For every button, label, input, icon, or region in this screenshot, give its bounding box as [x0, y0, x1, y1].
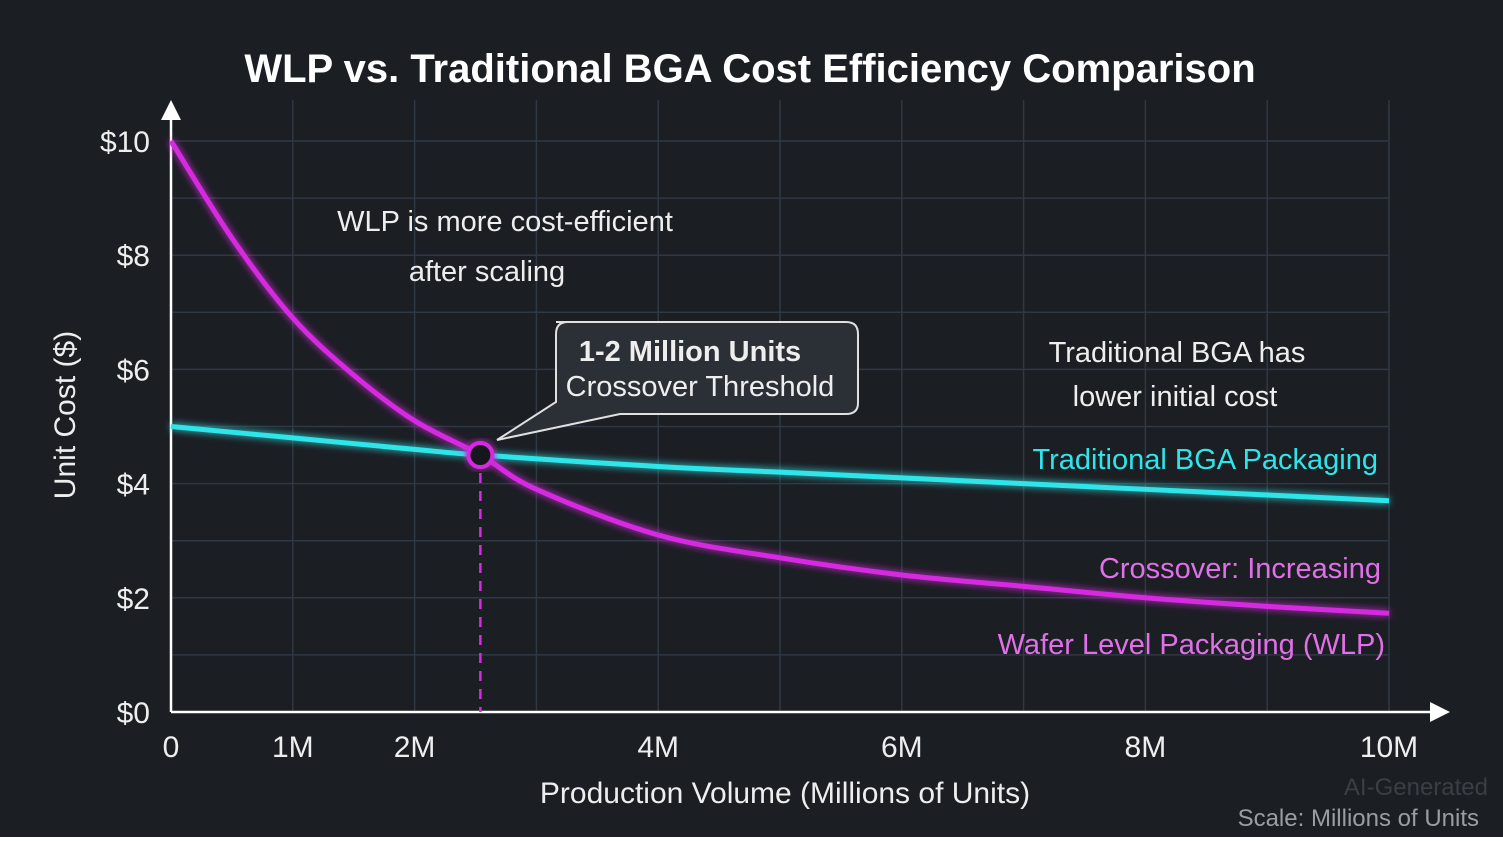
crossover-point: [466, 441, 495, 470]
wlp-series-line: [168, 139, 1390, 616]
x-tick-label: 1M: [272, 731, 314, 764]
y-axis-label: Unit Cost ($): [49, 331, 82, 499]
grid: [171, 100, 1390, 712]
callout-title: 1-2 Million Units: [579, 336, 801, 368]
x-tick-label: 2M: [394, 731, 436, 764]
annotation-wlp-efficient: after scaling: [409, 256, 565, 288]
x-tick-label: 0: [163, 731, 180, 764]
y-tick-label: $10: [100, 126, 150, 159]
callout-box: [496, 321, 859, 441]
y-axis-arrow: [161, 100, 181, 120]
axes: 0 1M 2M 4M 6M 8M 10M $0 $2 $4 $6 $8 $10: [100, 100, 1450, 764]
annotation-wlp-efficient: WLP is more cost-efficient: [337, 206, 673, 238]
callout-subtitle: Crossover Threshold: [566, 371, 835, 403]
x-axis-arrow: [1430, 702, 1450, 722]
bga-series-line: [170, 424, 1390, 504]
annotation-crossover-increasing: Crossover: Increasing: [1099, 553, 1381, 585]
x-axis-label: Production Volume (Millions of Units): [540, 777, 1030, 810]
y-tick-label: $8: [117, 240, 150, 273]
y-tick-label: $2: [117, 583, 150, 616]
y-tick-label: $0: [117, 697, 150, 730]
y-tick-label: $6: [117, 354, 150, 387]
x-tick-label: 6M: [881, 731, 923, 764]
y-tick-label: $4: [117, 469, 150, 502]
wlp-series-label: Wafer Level Packaging (WLP): [998, 629, 1385, 661]
bga-series-label: Traditional BGA Packaging: [1032, 444, 1378, 476]
annotation-bga-initial: lower initial cost: [1073, 381, 1278, 413]
chart-title: WLP vs. Traditional BGA Cost Efficiency …: [244, 47, 1255, 91]
annotation-bga-initial: Traditional BGA has: [1049, 337, 1306, 369]
x-tick-label: 4M: [637, 731, 679, 764]
scale-note: Scale: Millions of Units: [1238, 805, 1479, 832]
x-tick-label: 8M: [1125, 731, 1167, 764]
watermark: AI-Generated: [1344, 774, 1488, 801]
x-tick-label: 10M: [1360, 731, 1418, 764]
